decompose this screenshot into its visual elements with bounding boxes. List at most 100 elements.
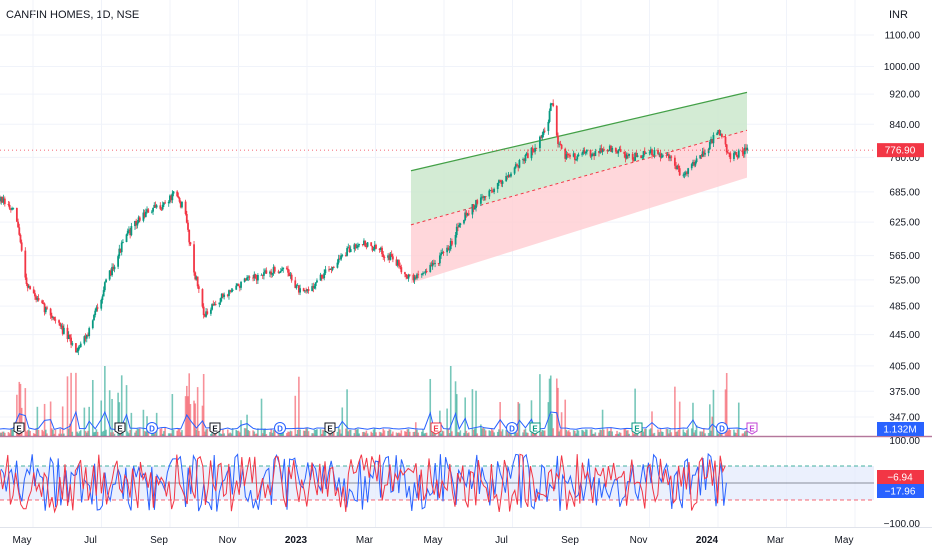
candle-body [582,150,585,154]
candle-body [255,278,258,281]
volume-bar [340,433,342,436]
candle-body [181,201,183,208]
candle-body [657,150,659,154]
volume-bar [288,431,291,436]
candle-body [686,172,688,174]
candle-body [651,149,653,155]
candle-body [572,153,575,157]
volume-bar [54,429,57,436]
volume-bar [29,430,31,436]
candle-body [136,222,139,226]
volume-bar [624,428,627,436]
volume-badge: 1.132M [877,422,924,436]
volume-bar [252,430,254,436]
event-marker-label: D [719,425,725,434]
candle-body [690,164,693,169]
candle-body [206,311,209,314]
volume-bar [59,428,62,436]
candle-body [606,150,609,152]
volume-bar [652,433,654,436]
volume-bar [236,430,239,436]
candle-body [346,248,348,256]
candle-body [316,280,318,283]
volume-bar [581,429,583,436]
candle-body [203,315,206,317]
candle-body [581,153,583,155]
volume-bar [239,432,241,436]
volume-bar [0,432,1,436]
time-axis-label: Mar [767,535,785,546]
candle-body [87,334,89,337]
candle-body [371,245,374,251]
volume-bar [513,431,516,436]
volume-bar [657,429,659,436]
candle-body [195,276,198,280]
candle-body [146,209,148,212]
candle-body [522,159,524,161]
volume-bar [675,431,677,436]
volume-bar [725,373,728,436]
candle-body [535,147,538,149]
candle-body [483,196,486,198]
volume-bar [253,431,256,436]
candle-body [184,201,187,214]
candle-body [547,121,550,132]
volume-bar [257,428,259,436]
candle-body [704,153,706,155]
volume-bar [475,390,477,436]
candle-body [144,211,147,217]
volume-bar [390,433,393,436]
volume-bar [134,432,136,436]
candle-body [375,244,377,249]
event-marker-label: E [532,425,538,434]
event-marker-label: D [509,425,515,434]
volume-bar [430,430,433,436]
volume-bar [560,412,563,436]
volume-bar [169,433,171,436]
candle-body [41,300,44,303]
candle-body [211,304,214,310]
volume-bar [104,366,106,436]
candle-body [549,103,552,111]
candle-body [735,152,738,156]
candle-body [36,298,39,300]
candle-body [636,155,639,157]
volume-bar [94,431,97,436]
volume-bar [58,433,60,436]
candle-body [60,325,63,327]
volume-bar [543,430,546,436]
candle-body [26,284,29,288]
channel-lower-zone [410,130,747,284]
volume-bar [372,429,375,436]
candle-body [220,293,223,299]
candle-body [616,151,618,154]
candle-body [348,247,351,252]
price-axis-tick: 445.00 [889,330,920,341]
oscillator-value2-badge-text: −17.96 [885,487,916,498]
candle-body [50,315,53,318]
candle-body [252,277,254,279]
volume-bar [70,372,72,436]
volume-bar [481,428,483,436]
candle-body [34,293,36,297]
price-axis-tick: 1100.00 [885,31,921,42]
volume-bar [37,429,40,436]
candle-body [177,196,180,198]
candle-body [518,160,521,168]
candle-body [396,260,399,266]
volume-bar [582,430,585,436]
candle-body [391,256,394,260]
candle-body [692,161,694,165]
volume-bar [555,378,558,436]
candle-body [58,320,60,323]
candle-body [693,161,696,166]
candle-body [720,134,723,137]
volume-bar [407,428,410,436]
candle-body [112,266,115,270]
candle-body [530,147,533,159]
volume-bar [272,429,275,436]
candle-body [719,134,722,136]
candle-body [212,304,215,306]
